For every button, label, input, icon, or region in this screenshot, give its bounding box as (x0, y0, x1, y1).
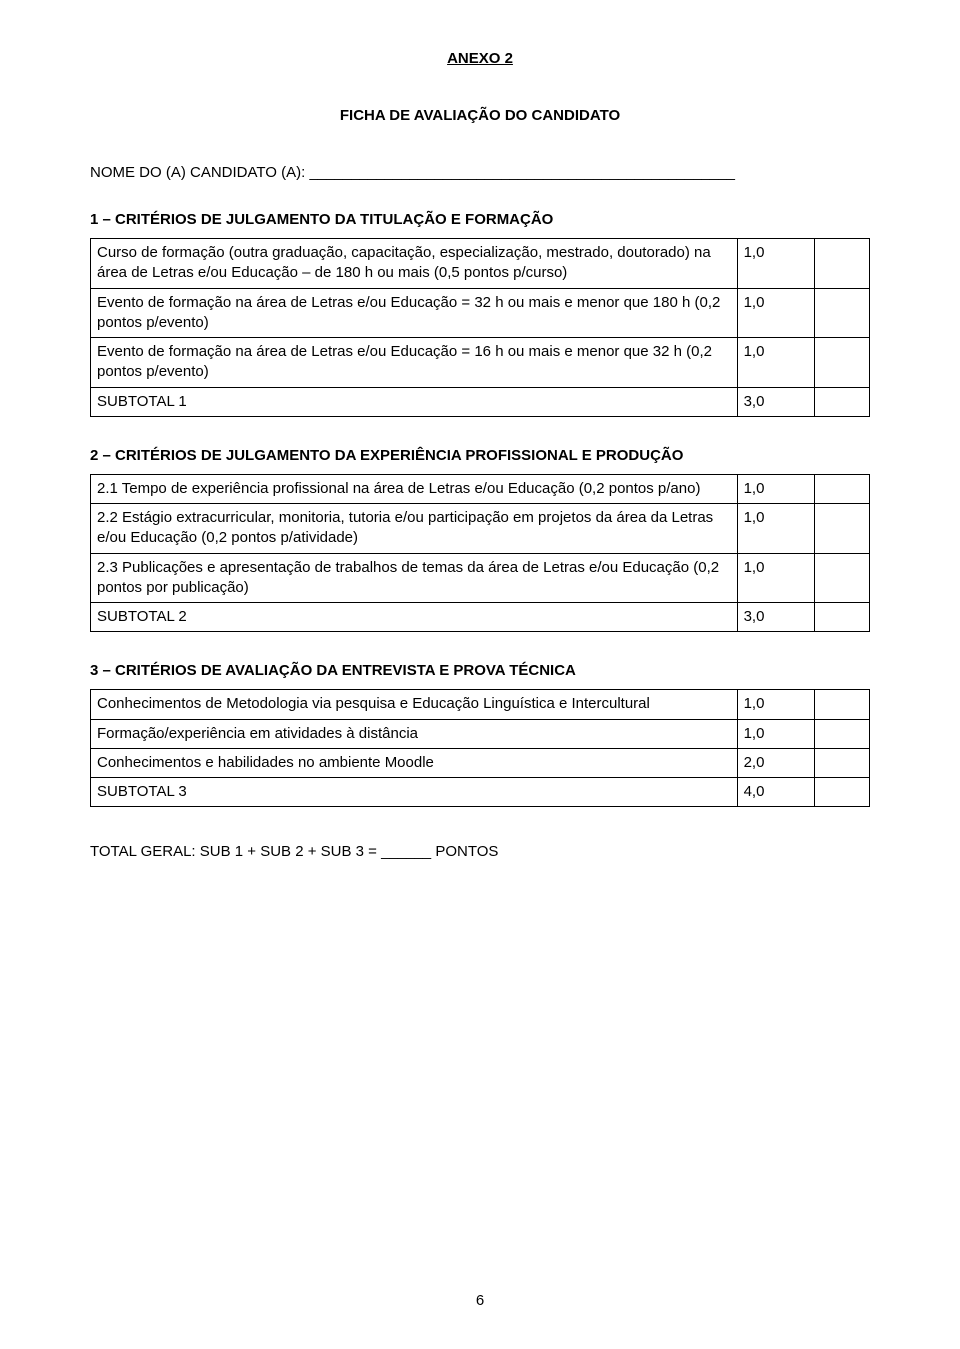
criteria-score: 1,0 (737, 474, 815, 503)
criteria-blank (815, 690, 870, 719)
table-row: SUBTOTAL 3 4,0 (91, 778, 870, 807)
section2-table: 2.1 Tempo de experiência profissional na… (90, 474, 870, 633)
candidate-name-line: NOME DO (A) CANDIDATO (A): _____________… (90, 164, 870, 181)
criteria-desc: SUBTOTAL 1 (91, 387, 738, 416)
criteria-score: 3,0 (737, 603, 815, 632)
table-row: 2.2 Estágio extracurricular, monitoria, … (91, 504, 870, 554)
criteria-desc: SUBTOTAL 3 (91, 778, 738, 807)
table-row: 2.1 Tempo de experiência profissional na… (91, 474, 870, 503)
criteria-score: 1,0 (737, 553, 815, 603)
criteria-desc: Conhecimentos de Metodologia via pesquis… (91, 690, 738, 719)
table-row: Formação/experiência em atividades à dis… (91, 719, 870, 748)
criteria-blank (815, 288, 870, 338)
criteria-blank (815, 387, 870, 416)
section3-table: Conhecimentos de Metodologia via pesquis… (90, 689, 870, 807)
table-row: Conhecimentos e habilidades no ambiente … (91, 748, 870, 777)
criteria-score: 4,0 (737, 778, 815, 807)
section2-heading: 2 – CRITÉRIOS DE JULGAMENTO DA EXPERIÊNC… (90, 447, 870, 464)
criteria-blank (815, 474, 870, 503)
page: ANEXO 2 FICHA DE AVALIAÇÃO DO CANDIDATO … (0, 0, 960, 1349)
criteria-blank (815, 748, 870, 777)
table-row: SUBTOTAL 2 3,0 (91, 603, 870, 632)
annex-title: ANEXO 2 (90, 50, 870, 67)
section3-heading: 3 – CRITÉRIOS DE AVALIAÇÃO DA ENTREVISTA… (90, 662, 870, 679)
criteria-score: 1,0 (737, 690, 815, 719)
total-line: TOTAL GERAL: SUB 1 + SUB 2 + SUB 3 = ___… (90, 843, 870, 860)
criteria-desc: Evento de formação na área de Letras e/o… (91, 288, 738, 338)
criteria-desc: Curso de formação (outra graduação, capa… (91, 239, 738, 289)
section1-table: Curso de formação (outra graduação, capa… (90, 238, 870, 417)
table-row: Curso de formação (outra graduação, capa… (91, 239, 870, 289)
criteria-score: 1,0 (737, 719, 815, 748)
main-title: FICHA DE AVALIAÇÃO DO CANDIDATO (90, 107, 870, 124)
criteria-score: 2,0 (737, 748, 815, 777)
criteria-desc: SUBTOTAL 2 (91, 603, 738, 632)
table-row: SUBTOTAL 1 3,0 (91, 387, 870, 416)
table-row: Evento de formação na área de Letras e/o… (91, 338, 870, 388)
table-row: 2.3 Publicações e apresentação de trabal… (91, 553, 870, 603)
criteria-blank (815, 338, 870, 388)
criteria-score: 1,0 (737, 288, 815, 338)
criteria-score: 1,0 (737, 338, 815, 388)
criteria-score: 1,0 (737, 239, 815, 289)
table-row: Evento de formação na área de Letras e/o… (91, 288, 870, 338)
criteria-blank (815, 778, 870, 807)
criteria-score: 3,0 (737, 387, 815, 416)
criteria-desc: 2.3 Publicações e apresentação de trabal… (91, 553, 738, 603)
criteria-desc: Conhecimentos e habilidades no ambiente … (91, 748, 738, 777)
criteria-blank (815, 719, 870, 748)
section1-heading: 1 – CRITÉRIOS DE JULGAMENTO DA TITULAÇÃO… (90, 211, 870, 228)
criteria-desc: Evento de formação na área de Letras e/o… (91, 338, 738, 388)
table-row: Conhecimentos de Metodologia via pesquis… (91, 690, 870, 719)
criteria-blank (815, 504, 870, 554)
criteria-desc: 2.2 Estágio extracurricular, monitoria, … (91, 504, 738, 554)
page-number: 6 (0, 1292, 960, 1309)
criteria-desc: 2.1 Tempo de experiência profissional na… (91, 474, 738, 503)
criteria-blank (815, 239, 870, 289)
criteria-blank (815, 603, 870, 632)
criteria-score: 1,0 (737, 504, 815, 554)
criteria-blank (815, 553, 870, 603)
criteria-desc: Formação/experiência em atividades à dis… (91, 719, 738, 748)
